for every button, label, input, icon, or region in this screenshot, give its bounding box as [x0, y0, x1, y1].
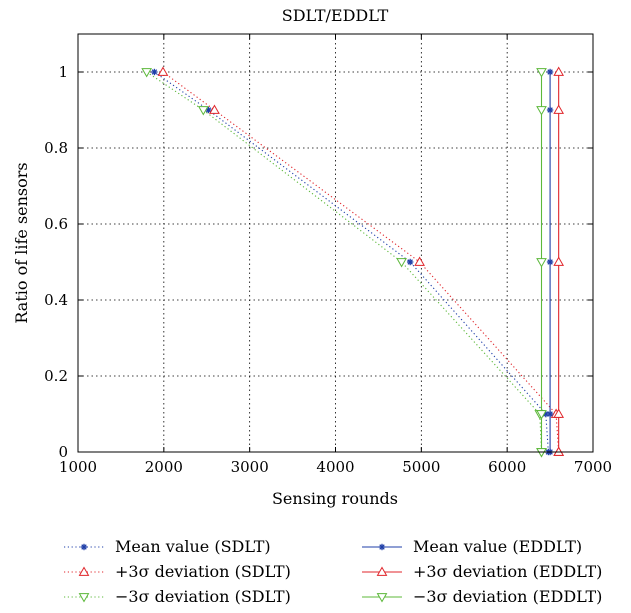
star-marker-stroke [379, 544, 385, 550]
grid [78, 34, 593, 452]
legend-label: −3σ deviation (EDDLT) [413, 587, 602, 606]
legend-swatch-marker [376, 593, 388, 603]
data-point [546, 68, 554, 76]
data-point [553, 446, 565, 456]
series-3 [546, 68, 554, 456]
x-tick-label: 4000 [316, 458, 354, 476]
x-tick-label: 3000 [231, 458, 269, 476]
y-tick-label: 0.8 [44, 139, 68, 157]
legend-swatch-marker [78, 566, 90, 576]
legend-item: Mean value (EDDLT) [362, 537, 582, 556]
legend-swatch-marker [378, 543, 386, 551]
data-point [536, 68, 547, 78]
star-marker-stroke [547, 69, 553, 75]
legend-label: Mean value (SDLT) [115, 537, 271, 556]
star-marker-stroke [547, 107, 553, 113]
legend-swatch-marker [376, 566, 388, 576]
series-line [162, 71, 560, 453]
data-point [406, 258, 414, 266]
x-tick-label: 2000 [145, 458, 183, 476]
data-point [197, 106, 209, 116]
data-point [553, 104, 565, 114]
x-axis-title: Sensing rounds [272, 489, 398, 508]
legend-label: +3σ deviation (SDLT) [115, 562, 291, 581]
y-tick-label: 0.6 [44, 215, 68, 233]
legend-item: −3σ deviation (SDLT) [64, 587, 291, 606]
x-tick-label: 7000 [574, 458, 612, 476]
data-point [546, 258, 554, 266]
chart-title: SDLT/EDDLT [282, 6, 389, 25]
series-0 [151, 68, 552, 456]
data-point [157, 66, 169, 76]
star-marker-stroke [151, 69, 158, 75]
series-2 [141, 68, 547, 458]
data-point [396, 258, 407, 268]
legend-label: Mean value (EDDLT) [413, 537, 582, 556]
y-tick-label: 0.4 [44, 291, 68, 309]
data-point [536, 106, 547, 116]
data-point [536, 258, 547, 268]
data-point [546, 410, 554, 418]
star-marker-stroke [205, 107, 212, 113]
data-point [151, 68, 158, 76]
star-marker-stroke [81, 544, 87, 550]
star-marker-stroke [547, 411, 553, 417]
data-point [536, 448, 547, 458]
series-layer [141, 66, 565, 458]
data-point [546, 106, 554, 114]
legend-swatch-marker [80, 543, 88, 551]
plot-frame [77, 33, 594, 453]
legend-label: +3σ deviation (EDDLT) [413, 562, 602, 581]
legend-item: +3σ deviation (EDDLT) [362, 562, 602, 581]
data-point [553, 408, 565, 418]
y-tick-label: 0 [58, 443, 68, 461]
star-marker-stroke [407, 259, 413, 265]
series-line [154, 71, 549, 453]
data-point [536, 410, 547, 420]
legend-item: Mean value (SDLT) [64, 537, 271, 556]
star-marker-stroke [543, 411, 549, 417]
series-line [146, 71, 543, 453]
series-1 [157, 66, 565, 456]
legend-label: −3σ deviation (SDLT) [115, 587, 291, 606]
legend-item: +3σ deviation (SDLT) [64, 562, 291, 581]
data-point [553, 66, 565, 76]
data-point [141, 68, 153, 78]
series-4 [553, 66, 565, 456]
legend-swatch-marker [78, 593, 90, 603]
x-tick-label: 1000 [59, 458, 97, 476]
axis-ticks: 1000 2000 3000 4000 5000 6000 7000 0 0.2 0.4 0.6 0.… [44, 34, 612, 476]
data-point [414, 256, 425, 266]
x-tick-label: 5000 [402, 458, 440, 476]
star-marker-stroke [547, 259, 553, 265]
x-tick-label: 6000 [488, 458, 526, 476]
series-5 [536, 68, 547, 458]
y-tick-label: 1 [58, 63, 68, 81]
data-point [209, 104, 220, 114]
data-point [553, 256, 565, 266]
y-axis-title: Ratio of life sensors [12, 162, 31, 323]
legend-item: −3σ deviation (EDDLT) [362, 587, 602, 606]
legend: Mean value (SDLT) +3σ deviation (SDLT) −3σ… [64, 537, 602, 606]
y-tick-label: 0.2 [44, 367, 68, 385]
